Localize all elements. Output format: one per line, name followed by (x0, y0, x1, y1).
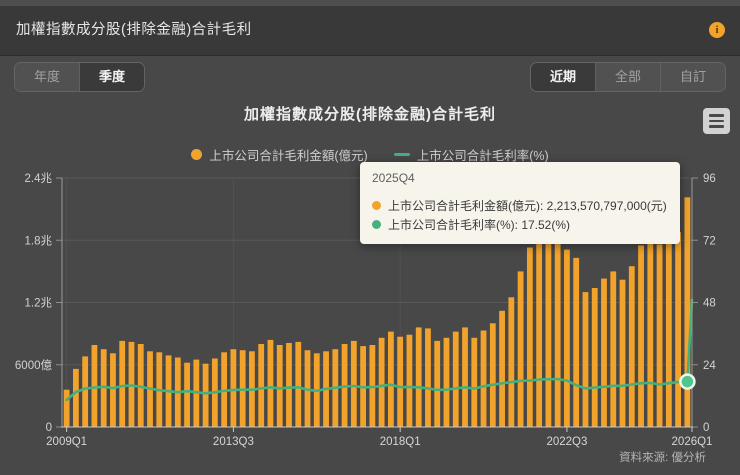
bar-2012Q2[interactable] (184, 362, 190, 427)
data-source-label: 資料來源: 優分析 (619, 452, 706, 464)
legend-label: 上市公司合計毛利率(%) (416, 149, 549, 163)
bar-2024Q1[interactable] (619, 279, 626, 427)
bar-2025Q3[interactable] (675, 231, 682, 427)
bar-2020Q2[interactable] (480, 330, 487, 428)
bar-2010Q2[interactable] (110, 353, 116, 427)
y-axis-right-label: 72 (703, 235, 716, 247)
bar-2023Q4[interactable] (610, 271, 617, 427)
period-toggle-group: 年度 季度 (14, 62, 145, 92)
gross-margin-line[interactable] (65, 298, 694, 402)
y-axis-left-label: 6000億 (15, 359, 53, 372)
x-axis-label: 2009Q1 (46, 436, 87, 448)
bar-2024Q2[interactable] (628, 266, 635, 427)
hover-point-marker[interactable] (679, 373, 696, 390)
tooltip-row-amount: 上市公司合計毛利金額(億元): 2,213,570,797,000(元) (372, 197, 668, 216)
bar-2025Q1[interactable] (656, 244, 663, 427)
bar-2012Q4[interactable] (202, 363, 209, 427)
range-toggle-group: 近期 全部 自訂 (530, 62, 726, 92)
bar-2009Q3[interactable] (82, 356, 89, 427)
bar-2016Q4[interactable] (350, 340, 357, 427)
bar-2021Q3[interactable] (526, 247, 533, 428)
chart-tooltip: 2025Q4 上市公司合計毛利金額(億元): 2,213,570,797,000… (360, 162, 680, 245)
bar-2020Q4[interactable] (499, 310, 505, 427)
y-axis-right-label: 0 (703, 422, 709, 434)
amount-dot-icon (372, 201, 381, 210)
bar-2022Q1[interactable] (545, 241, 552, 427)
bar-2018Q3[interactable] (415, 327, 422, 427)
tooltip-rate-text: 上市公司合計毛利率(%): 17.52(%) (388, 217, 571, 232)
x-axis-label: 2022Q3 (546, 436, 587, 448)
chart-menu-icon[interactable] (703, 108, 730, 134)
toolbar: 年度 季度 近期 全部 自訂 (14, 62, 726, 92)
bar-2014Q2[interactable] (258, 344, 265, 427)
bar-2023Q2[interactable] (591, 288, 598, 427)
bar-2021Q1[interactable] (508, 297, 515, 427)
bar-2022Q2[interactable] (554, 237, 561, 427)
chart-canvas[interactable]: 0 0 6000億 24 1.2兆 48 1.8兆 72 2.4兆 96 2009Q1 2013Q3 2… (0, 165, 740, 475)
bar-2009Q4[interactable] (91, 345, 98, 427)
tooltip-amount-text: 上市公司合計毛利金額(億元): 2,213,570,797,000(元) (388, 199, 667, 213)
bar-2022Q4[interactable] (573, 257, 580, 427)
bar-2017Q4[interactable] (387, 331, 394, 427)
range-recent-button[interactable]: 近期 (531, 63, 595, 91)
bar-2014Q4[interactable] (276, 345, 283, 427)
y-axis-left-label: 1.2兆 (25, 297, 53, 310)
bar-2019Q1[interactable] (434, 340, 441, 427)
info-icon[interactable]: i (709, 22, 725, 38)
widget-title: 加權指數成分股(排除金融)合計毛利 (16, 22, 252, 38)
bar-2019Q3[interactable] (452, 331, 459, 427)
legend-circle-icon (191, 149, 203, 160)
y-axis-right-label: 24 (703, 360, 716, 372)
bar-2015Q2[interactable] (295, 341, 302, 427)
bar-2009Q1[interactable] (63, 389, 70, 427)
y-axis-right-label: 48 (703, 298, 716, 310)
bar-2018Q1[interactable] (397, 336, 404, 427)
legend-item-gross-margin[interactable]: 上市公司合計毛利率(%) (393, 145, 549, 164)
x-axis-label: 2013Q3 (213, 436, 254, 448)
y-axis-left-label: 2.4兆 (25, 172, 53, 185)
chart-title: 加權指數成分股(排除金融)合計毛利 (244, 106, 496, 123)
bar-2021Q2[interactable] (517, 271, 524, 427)
bar-2024Q4[interactable] (647, 237, 654, 427)
rate-dot-icon (372, 219, 381, 229)
bar-2025Q2[interactable] (665, 239, 672, 427)
bar-2025Q4[interactable] (684, 197, 691, 427)
bar-2021Q4[interactable] (536, 237, 543, 427)
bar-2020Q3[interactable] (489, 323, 496, 428)
tooltip-row-rate: 上市公司合計毛利率(%): 17.52(%) (372, 216, 668, 235)
period-annual-button[interactable]: 年度 (15, 63, 79, 91)
y-axis-right-label: 96 (703, 173, 716, 185)
bar-2022Q3[interactable] (564, 249, 570, 427)
bar-2023Q1[interactable] (582, 292, 589, 427)
legend-item-gross-profit[interactable]: 上市公司合計毛利金額(億元) (191, 145, 368, 164)
y-axis-left-label: 1.8兆 (25, 234, 53, 247)
bar-2020Q1[interactable] (471, 337, 478, 427)
bar-2018Q2[interactable] (406, 334, 413, 427)
bar-2019Q2[interactable] (443, 337, 450, 427)
top-strip (0, 0, 740, 6)
x-axis-label: 2018Q1 (380, 436, 421, 448)
range-all-button[interactable]: 全部 (595, 63, 660, 91)
bar-2017Q3[interactable] (378, 337, 385, 427)
tooltip-period: 2025Q4 (372, 171, 415, 185)
range-custom-button[interactable]: 自訂 (660, 63, 725, 91)
legend-line-icon (393, 153, 410, 156)
bar-2015Q1[interactable] (286, 343, 292, 427)
bar-2023Q3[interactable] (601, 278, 607, 427)
legend-label: 上市公司合計毛利金額(億元) (209, 149, 368, 163)
bar-2010Q3[interactable] (119, 340, 126, 427)
bar-2013Q3[interactable] (230, 349, 237, 427)
bar-2009Q2[interactable] (72, 368, 79, 427)
widget-header: 加權指數成分股(排除金融)合計毛利 i (0, 6, 740, 56)
x-axis-label: 2026Q1 (672, 436, 713, 448)
period-quarter-button[interactable]: 季度 (79, 63, 144, 91)
y-axis-left-label: 0 (46, 422, 52, 434)
bar-2014Q3[interactable] (267, 339, 274, 427)
bar-2018Q4[interactable] (425, 328, 431, 427)
bar-2024Q3[interactable] (638, 245, 644, 427)
chart-legend: 上市公司合計毛利金額(億元) 上市公司合計毛利率(%) (0, 145, 740, 164)
bar-2019Q4[interactable] (462, 327, 468, 427)
